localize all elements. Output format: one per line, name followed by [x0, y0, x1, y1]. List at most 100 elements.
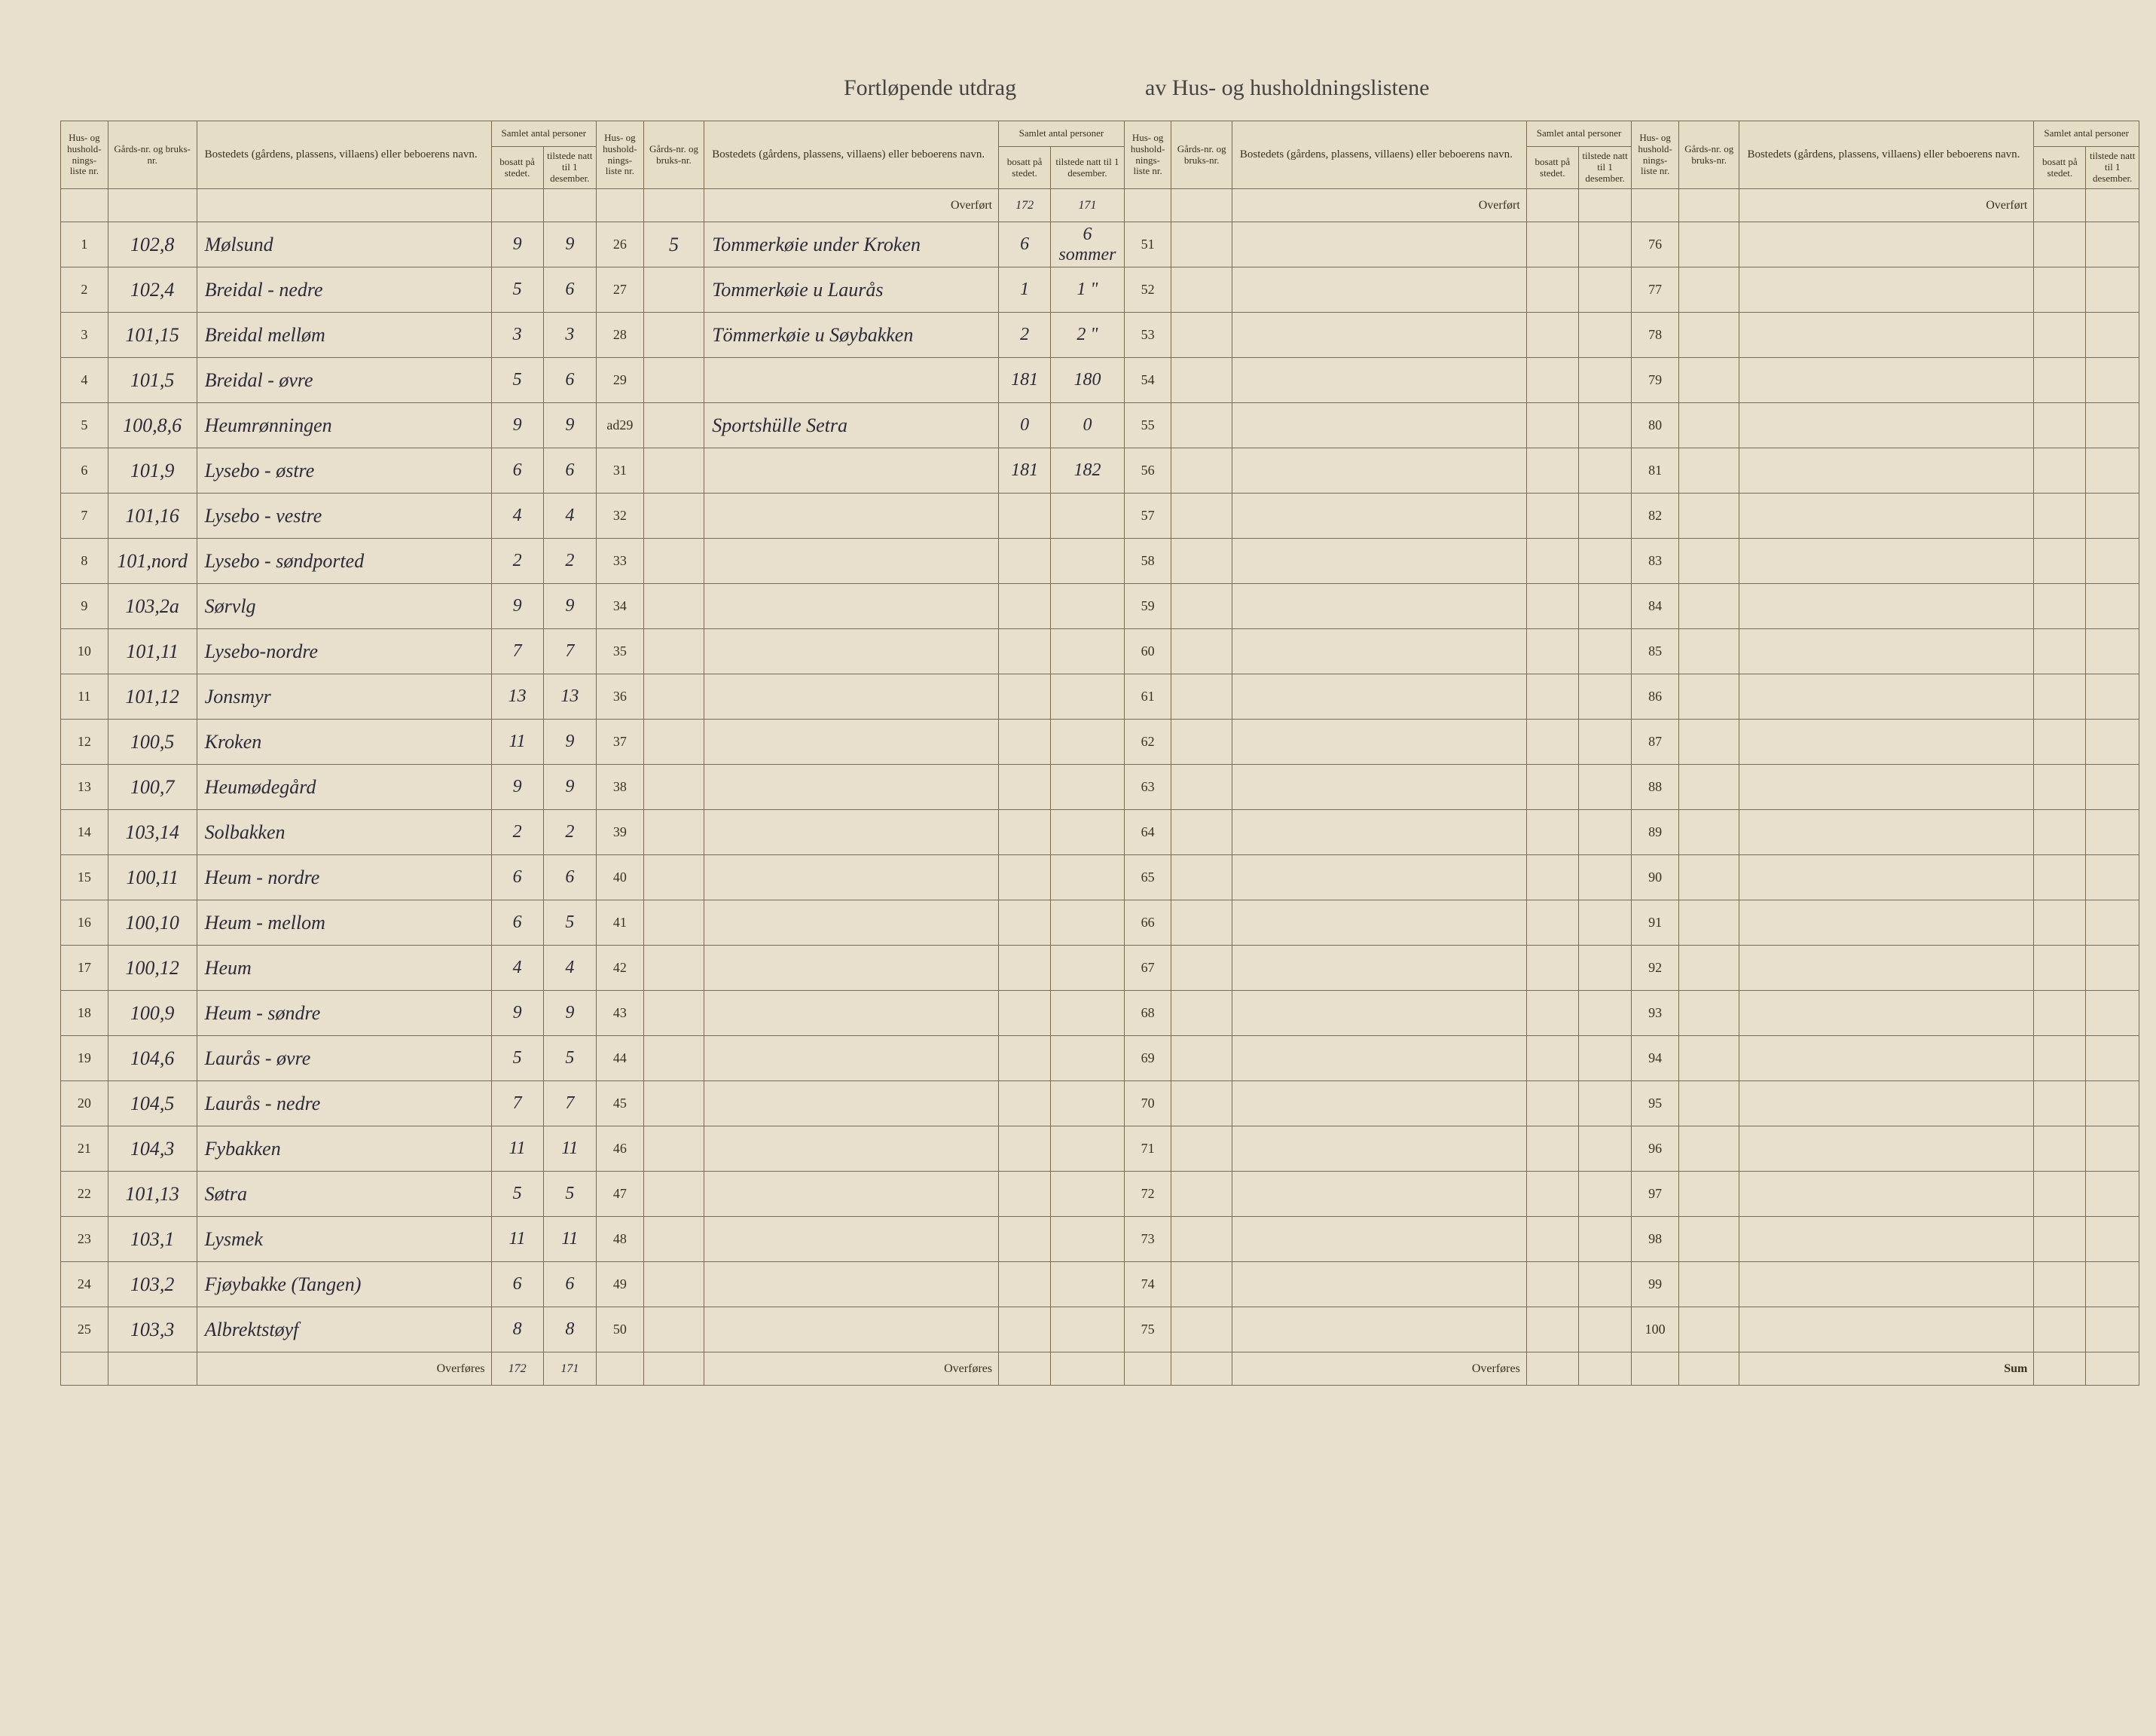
gard-nr: 102,8: [108, 222, 197, 267]
row-num: 17: [61, 946, 108, 991]
bosatt: 181: [999, 448, 1051, 494]
gard-nr: 102,4: [108, 267, 197, 313]
hdr-tilstede-4: tilstede natt til 1 desember.: [2086, 147, 2139, 189]
bosatt: 6: [491, 448, 543, 494]
table-row: 18100,9Heum - søndre99436893: [61, 991, 2139, 1036]
gard-nr: [643, 403, 704, 448]
gard-nr: [643, 448, 704, 494]
bosatt: 5: [491, 1172, 543, 1217]
bosatt: 2: [491, 539, 543, 584]
row-num: 22: [61, 1172, 108, 1217]
tilstede: [1051, 584, 1125, 629]
row-num: 93: [1632, 991, 1679, 1036]
row-num: 4: [61, 358, 108, 403]
row-num: 10: [61, 629, 108, 674]
row-num: 53: [1124, 313, 1171, 358]
row-num: 1: [61, 222, 108, 267]
row-num: 54: [1124, 358, 1171, 403]
gard-nr: 104,6: [108, 1036, 197, 1081]
gard-nr: 103,2: [108, 1262, 197, 1307]
census-ledger-page: Fortløpende utdrag av Hus- og husholdnin…: [30, 30, 2126, 1706]
bosatt: [999, 584, 1051, 629]
bosted-name: Heum - mellom: [197, 900, 491, 946]
bosatt: 6: [999, 222, 1051, 267]
tilstede: 4: [543, 494, 597, 539]
tilstede: 180: [1051, 358, 1125, 403]
tilstede: 5: [543, 1172, 597, 1217]
bosted-name: Solbakken: [197, 810, 491, 855]
tilstede: [1051, 765, 1125, 810]
table-row: 21104,3Fybakken1111467196: [61, 1126, 2139, 1172]
table-row: 4101,5Breidal - øvre56291811805479: [61, 358, 2139, 403]
row-num: 64: [1124, 810, 1171, 855]
gard-nr: 100,11: [108, 855, 197, 900]
row-num: 45: [597, 1081, 644, 1126]
total-bs: 172: [491, 1352, 543, 1386]
tilstede: 9: [543, 765, 597, 810]
hdr-samlet-4: Samlet antal personer: [2034, 121, 2139, 147]
gard-nr: [643, 991, 704, 1036]
bosatt: 5: [491, 358, 543, 403]
row-num: 40: [597, 855, 644, 900]
row-num: 35: [597, 629, 644, 674]
gard-nr: 101,5: [108, 358, 197, 403]
table-row: 6101,9Lysebo - østre66311811825681: [61, 448, 2139, 494]
hdr-gard-4: Gårds-nr. og bruks-nr.: [1678, 121, 1739, 189]
row-num: 89: [1632, 810, 1679, 855]
overfores-label-1: Overføres: [197, 1352, 491, 1386]
row-num: 46: [597, 1126, 644, 1172]
row-num: 98: [1632, 1217, 1679, 1262]
row-num: 86: [1632, 674, 1679, 720]
table-row: 11101,12Jonsmyr1313366186: [61, 674, 2139, 720]
row-num: ad29: [597, 403, 644, 448]
bosatt: 1: [999, 267, 1051, 313]
bosted-name: Fjøybakke (Tangen): [197, 1262, 491, 1307]
hdr-bosted-2: Bostedets (gårdens, plassens, villaens) …: [704, 121, 999, 189]
table-row: 8101,nordLysebo - søndported22335883: [61, 539, 2139, 584]
gard-nr: 101,12: [108, 674, 197, 720]
row-num: 23: [61, 1217, 108, 1262]
tilstede: 5: [543, 1036, 597, 1081]
gard-nr: 104,3: [108, 1126, 197, 1172]
bosted-name: [704, 1081, 999, 1126]
row-num: 76: [1632, 222, 1679, 267]
row-num: 33: [597, 539, 644, 584]
row-num: 58: [1124, 539, 1171, 584]
tilstede: [1051, 991, 1125, 1036]
row-num: 27: [597, 267, 644, 313]
row-num: 51: [1124, 222, 1171, 267]
row-num: 20: [61, 1081, 108, 1126]
row-num: 32: [597, 494, 644, 539]
bosatt: 9: [491, 765, 543, 810]
row-num: 37: [597, 720, 644, 765]
bosted-name: [704, 946, 999, 991]
hdr-tilstede-3: tilstede natt til 1 desember.: [1578, 147, 1632, 189]
table-row: 12100,5Kroken119376287: [61, 720, 2139, 765]
bosted-name: Laurås - øvre: [197, 1036, 491, 1081]
bosatt: 9: [491, 222, 543, 267]
bosatt: 8: [491, 1307, 543, 1352]
bosatt: 6: [491, 855, 543, 900]
table-row: 15100,11Heum - nordre66406590: [61, 855, 2139, 900]
gard-nr: [643, 1126, 704, 1172]
hdr-bosted-3: Bostedets (gårdens, plassens, villaens) …: [1232, 121, 1526, 189]
bosted-name: Albrektstøyf: [197, 1307, 491, 1352]
bosted-name: [704, 1036, 999, 1081]
gard-nr: [643, 855, 704, 900]
gard-nr: [643, 1081, 704, 1126]
tilstede: 0: [1051, 403, 1125, 448]
row-num: 63: [1124, 765, 1171, 810]
overfores-label-3: Overføres: [1232, 1352, 1526, 1386]
row-num: 79: [1632, 358, 1679, 403]
hdr-gard-1: Gårds-nr. og bruks-nr.: [108, 121, 197, 189]
row-num: 7: [61, 494, 108, 539]
row-num: 11: [61, 674, 108, 720]
row-num: 15: [61, 855, 108, 900]
tilstede: 9: [543, 222, 597, 267]
row-num: 34: [597, 584, 644, 629]
row-num: 60: [1124, 629, 1171, 674]
table-row: 19104,6Laurås - øvre55446994: [61, 1036, 2139, 1081]
row-num: 99: [1632, 1262, 1679, 1307]
row-num: 59: [1124, 584, 1171, 629]
bosted-name: Breidal - øvre: [197, 358, 491, 403]
